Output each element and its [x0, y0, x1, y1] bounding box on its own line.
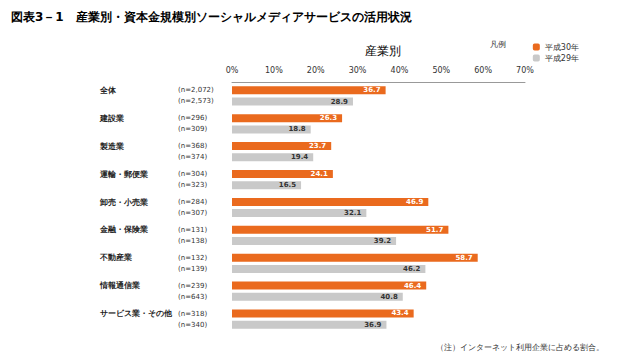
svg-text:30%: 30%	[349, 66, 367, 75]
svg-text:28.9: 28.9	[331, 98, 348, 106]
svg-text:建設業: 建設業	[99, 114, 124, 123]
svg-text:卸売・小売業: 卸売・小売業	[99, 198, 148, 207]
svg-text:46.2: 46.2	[403, 265, 420, 273]
svg-text:(n=304): (n=304)	[178, 170, 207, 178]
svg-text:凡例: 凡例	[490, 40, 506, 49]
svg-text:32.1: 32.1	[344, 209, 361, 217]
svg-text:36.9: 36.9	[364, 321, 381, 329]
svg-text:運輸・郵便業: 運輸・郵便業	[99, 170, 148, 179]
svg-text:(n=340): (n=340)	[178, 321, 207, 329]
svg-text:51.7: 51.7	[426, 226, 443, 234]
svg-text:(n=131): (n=131)	[178, 226, 207, 234]
svg-text:(n=368): (n=368)	[178, 142, 207, 150]
svg-text:サービス業・その他: サービス業・その他	[100, 309, 173, 318]
svg-text:(n=284): (n=284)	[178, 198, 207, 206]
svg-text:0%: 0%	[226, 66, 239, 75]
svg-text:全体: 全体	[99, 86, 117, 95]
svg-text:43.4: 43.4	[391, 309, 408, 317]
svg-text:平成29年: 平成29年	[545, 54, 579, 63]
svg-text:(n=643): (n=643)	[178, 293, 207, 301]
svg-text:26.3: 26.3	[320, 114, 337, 122]
svg-text:(n=138): (n=138)	[178, 237, 207, 245]
svg-text:(n=318): (n=318)	[178, 310, 207, 318]
svg-text:（注）インターネット利用企業に占める割合。: （注）インターネット利用企業に占める割合。	[436, 343, 604, 352]
svg-text:産業別: 産業別	[365, 44, 401, 58]
svg-text:20%: 20%	[307, 66, 325, 75]
svg-text:平成30年: 平成30年	[545, 43, 579, 52]
svg-text:50%: 50%	[432, 66, 450, 75]
svg-text:金融・保険業: 金融・保険業	[99, 225, 148, 234]
svg-text:36.7: 36.7	[363, 86, 380, 94]
svg-text:(n=323): (n=323)	[178, 181, 207, 189]
svg-text:24.1: 24.1	[311, 170, 328, 178]
svg-text:製造業: 製造業	[99, 142, 124, 151]
svg-text:58.7: 58.7	[455, 254, 472, 262]
svg-text:(n=296): (n=296)	[178, 114, 207, 122]
svg-text:10%: 10%	[265, 66, 283, 75]
svg-text:(n=139): (n=139)	[178, 265, 207, 273]
svg-text:46.4: 46.4	[404, 282, 421, 290]
svg-text:60%: 60%	[474, 66, 492, 75]
svg-text:23.7: 23.7	[309, 142, 326, 150]
svg-text:不動産業: 不動産業	[99, 252, 132, 262]
svg-text:図表3－1 産業別・資本金規模別ソーシャルメディアサービスの: 図表3－1 産業別・資本金規模別ソーシャルメディアサービスの活用状況	[11, 10, 412, 24]
svg-text:46.9: 46.9	[406, 198, 423, 206]
svg-text:(n=2,072): (n=2,072)	[178, 86, 214, 94]
svg-text:(n=239): (n=239)	[178, 282, 207, 290]
svg-text:70%: 70%	[516, 66, 534, 75]
svg-text:40%: 40%	[391, 66, 409, 75]
svg-text:16.5: 16.5	[279, 181, 296, 189]
svg-text:情報通信業: 情報通信業	[99, 281, 140, 290]
svg-text:39.2: 39.2	[374, 237, 391, 245]
svg-text:(n=307): (n=307)	[178, 209, 207, 217]
svg-text:(n=2,573): (n=2,573)	[178, 97, 214, 105]
svg-text:(n=309): (n=309)	[178, 125, 207, 133]
svg-text:(n=374): (n=374)	[178, 153, 207, 161]
svg-text:18.8: 18.8	[288, 125, 305, 133]
svg-text:40.8: 40.8	[380, 293, 397, 301]
svg-text:(n=132): (n=132)	[178, 254, 207, 262]
svg-text:19.4: 19.4	[291, 153, 308, 161]
